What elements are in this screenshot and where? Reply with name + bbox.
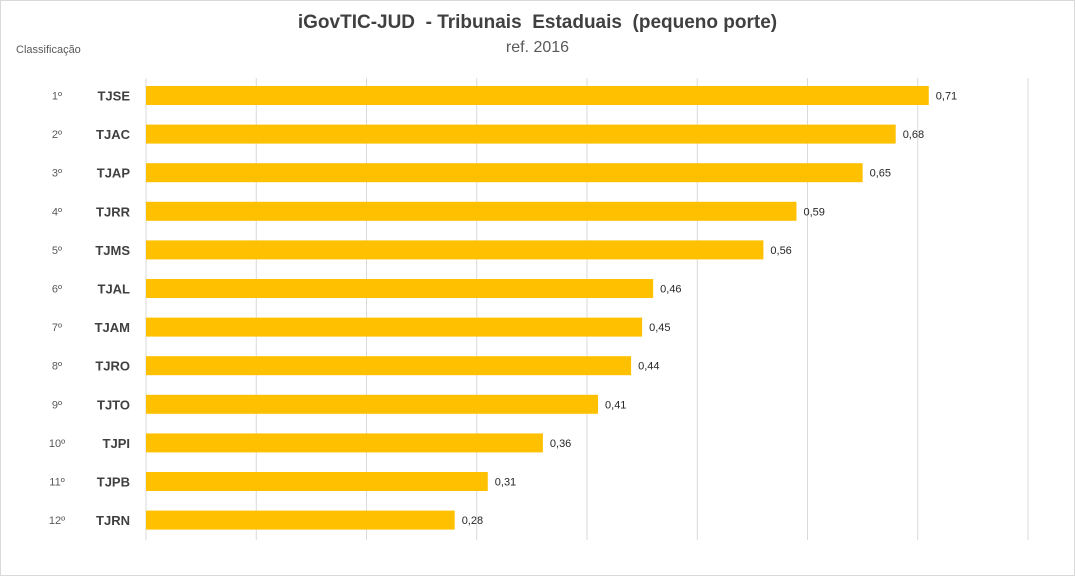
data-label: 0,45 [649,322,670,334]
category-label: TJAP [97,166,131,181]
rank-label: 2º [52,129,62,141]
bar [146,356,632,376]
bar [146,510,455,530]
category-label: TJAM [95,320,130,335]
category-label: TJAC [96,127,131,142]
rank-label: 6º [52,284,62,296]
chart-subtitle: ref. 2016 [505,39,570,56]
bar [146,433,543,453]
bar [146,394,599,414]
bar [146,201,797,221]
data-label: 0,59 [803,206,824,218]
rank-label: 4º [52,206,62,218]
category-label: TJRN [96,513,130,528]
rank-label: 10º [49,438,65,450]
rank-label: 1º [52,91,62,103]
category-label: TJAL [98,282,131,297]
category-label: TJPB [97,475,130,490]
chart-title: iGovTIC-JUD - Tribunais Estaduais (peque… [297,12,778,33]
rank-label: 9º [52,399,62,411]
data-label: 0,65 [870,168,891,180]
data-label: 0,56 [770,245,791,257]
data-label: 0,31 [495,477,516,489]
data-label: 0,36 [550,438,571,450]
data-label: 0,44 [638,361,659,373]
bar [146,124,896,144]
rank-column-header: Classificação [16,44,81,56]
bar [146,86,929,105]
bar [146,472,488,491]
data-label: 0,28 [462,515,483,527]
category-label: TJRR [96,204,131,219]
category-label: TJTO [97,397,130,412]
bar [146,279,654,298]
rank-label: 11º [49,477,64,489]
data-label: 0,68 [903,129,924,141]
rank-label: 3º [52,168,62,180]
category-label: TJMS [95,243,130,258]
rank-label: 8º [52,361,62,373]
bar [146,163,863,183]
category-label: TJRO [95,359,130,374]
rank-label: 7º [52,322,62,334]
category-label: TJSE [97,89,130,104]
data-label: 0,46 [660,284,681,296]
data-label: 0,71 [936,91,957,103]
rank-label: 5º [52,245,62,257]
data-label: 0,41 [605,399,626,411]
bar [146,317,643,337]
bar [146,240,764,260]
category-label: TJPI [103,436,130,451]
rank-label: 12º [49,515,65,527]
